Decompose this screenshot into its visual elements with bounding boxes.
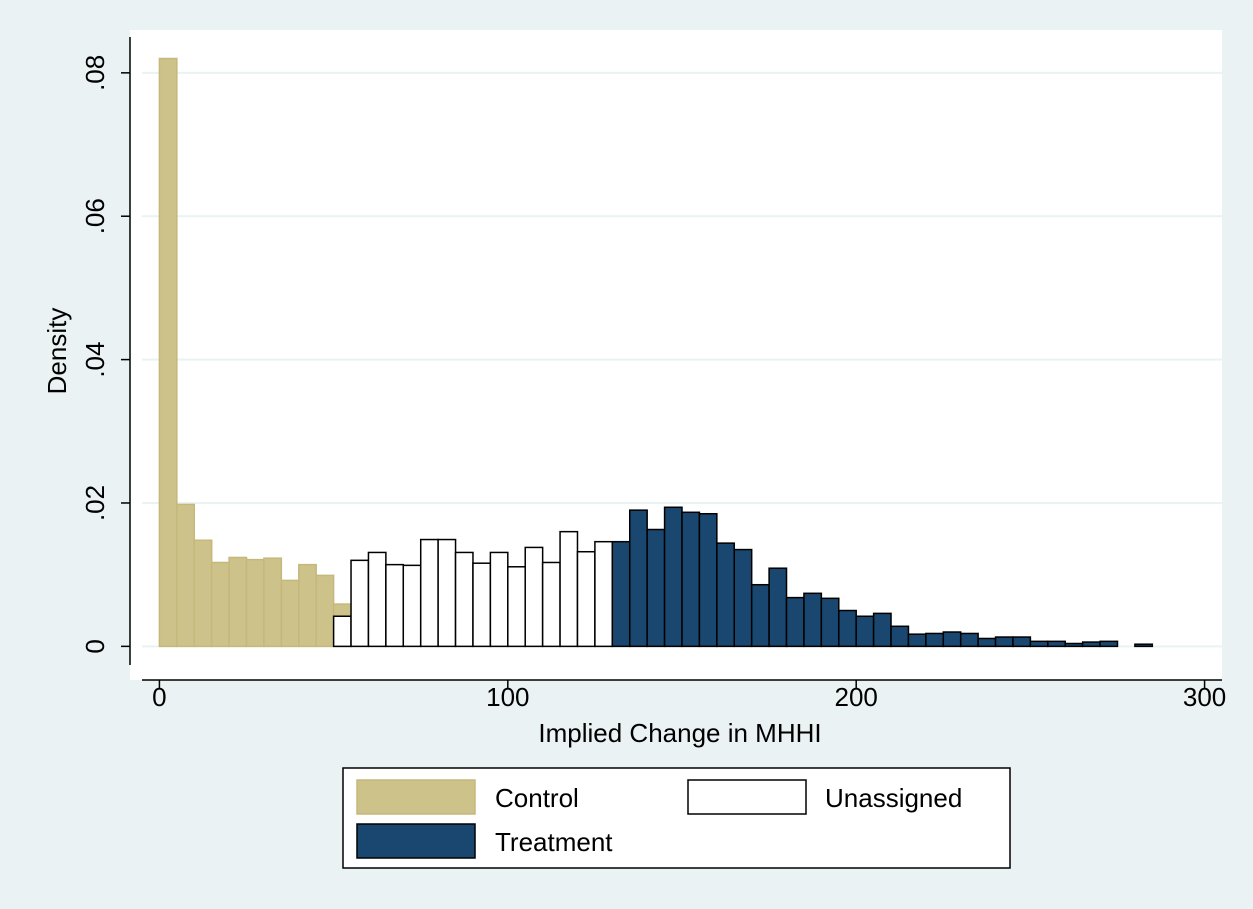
- bar: [698, 512, 718, 648]
- y-tick-label: 0: [80, 639, 110, 653]
- bar: [315, 574, 335, 648]
- bar: [437, 538, 457, 648]
- y-axis-label: Density: [42, 308, 72, 395]
- bar: [559, 530, 579, 648]
- legend-swatch: [687, 779, 807, 815]
- legend-swatch: [356, 779, 476, 815]
- bar: [959, 632, 979, 648]
- bar: [507, 566, 526, 648]
- bar: [594, 540, 614, 648]
- bar: [576, 550, 596, 648]
- x-axis-label: Implied Change in MHHI: [538, 718, 821, 748]
- bar: [855, 615, 875, 648]
- bar: [158, 57, 178, 648]
- bar: [716, 542, 736, 648]
- bar: [785, 596, 805, 648]
- bar: [210, 561, 230, 648]
- x-tick-label: 300: [1183, 682, 1226, 712]
- bar: [768, 567, 788, 648]
- bar: [1134, 643, 1154, 648]
- bar: [472, 562, 492, 648]
- bar: [750, 583, 770, 648]
- bar: [193, 539, 213, 648]
- x-tick-label: 100: [486, 682, 529, 712]
- bar: [1081, 641, 1101, 648]
- legend-label: Unassigned: [825, 783, 962, 813]
- x-tick-label: 0: [152, 682, 166, 712]
- bar: [385, 563, 405, 648]
- bar: [628, 509, 648, 648]
- bar: [332, 615, 352, 648]
- bar: [925, 632, 945, 648]
- bar: [646, 528, 666, 648]
- bar: [402, 564, 422, 648]
- bar: [820, 597, 840, 648]
- bar: [803, 592, 823, 648]
- bar: [733, 548, 753, 648]
- legend-label: Treatment: [495, 827, 613, 857]
- bar: [907, 633, 927, 648]
- bar: [1047, 640, 1066, 648]
- y-tick-label: .08: [80, 55, 110, 91]
- bar: [1099, 640, 1119, 648]
- bar: [176, 503, 196, 648]
- bar: [890, 625, 910, 648]
- bar: [1029, 640, 1049, 648]
- legend-label: Control: [495, 783, 579, 813]
- legend-swatch: [356, 823, 476, 859]
- bar: [872, 612, 892, 648]
- bar: [994, 636, 1014, 648]
- bar: [298, 563, 317, 648]
- bar: [350, 559, 370, 648]
- bar: [263, 557, 283, 648]
- x-tick-label: 200: [834, 682, 877, 712]
- y-tick-label: .06: [80, 198, 110, 234]
- bar: [611, 540, 631, 648]
- bar: [942, 631, 962, 648]
- y-tick-label: .02: [80, 485, 110, 521]
- bar: [1012, 636, 1032, 648]
- bar: [367, 551, 387, 648]
- bar: [489, 551, 509, 648]
- bar: [524, 546, 544, 648]
- y-tick-label: .04: [80, 342, 110, 378]
- bar: [838, 609, 857, 648]
- bar: [977, 637, 997, 648]
- bar: [681, 511, 701, 648]
- bar: [280, 579, 300, 648]
- bar: [541, 561, 561, 648]
- bar: [454, 551, 474, 648]
- bar: [1064, 642, 1084, 648]
- bar: [663, 506, 683, 648]
- bar: [245, 558, 265, 648]
- bar: [228, 556, 248, 648]
- bar: [419, 538, 439, 648]
